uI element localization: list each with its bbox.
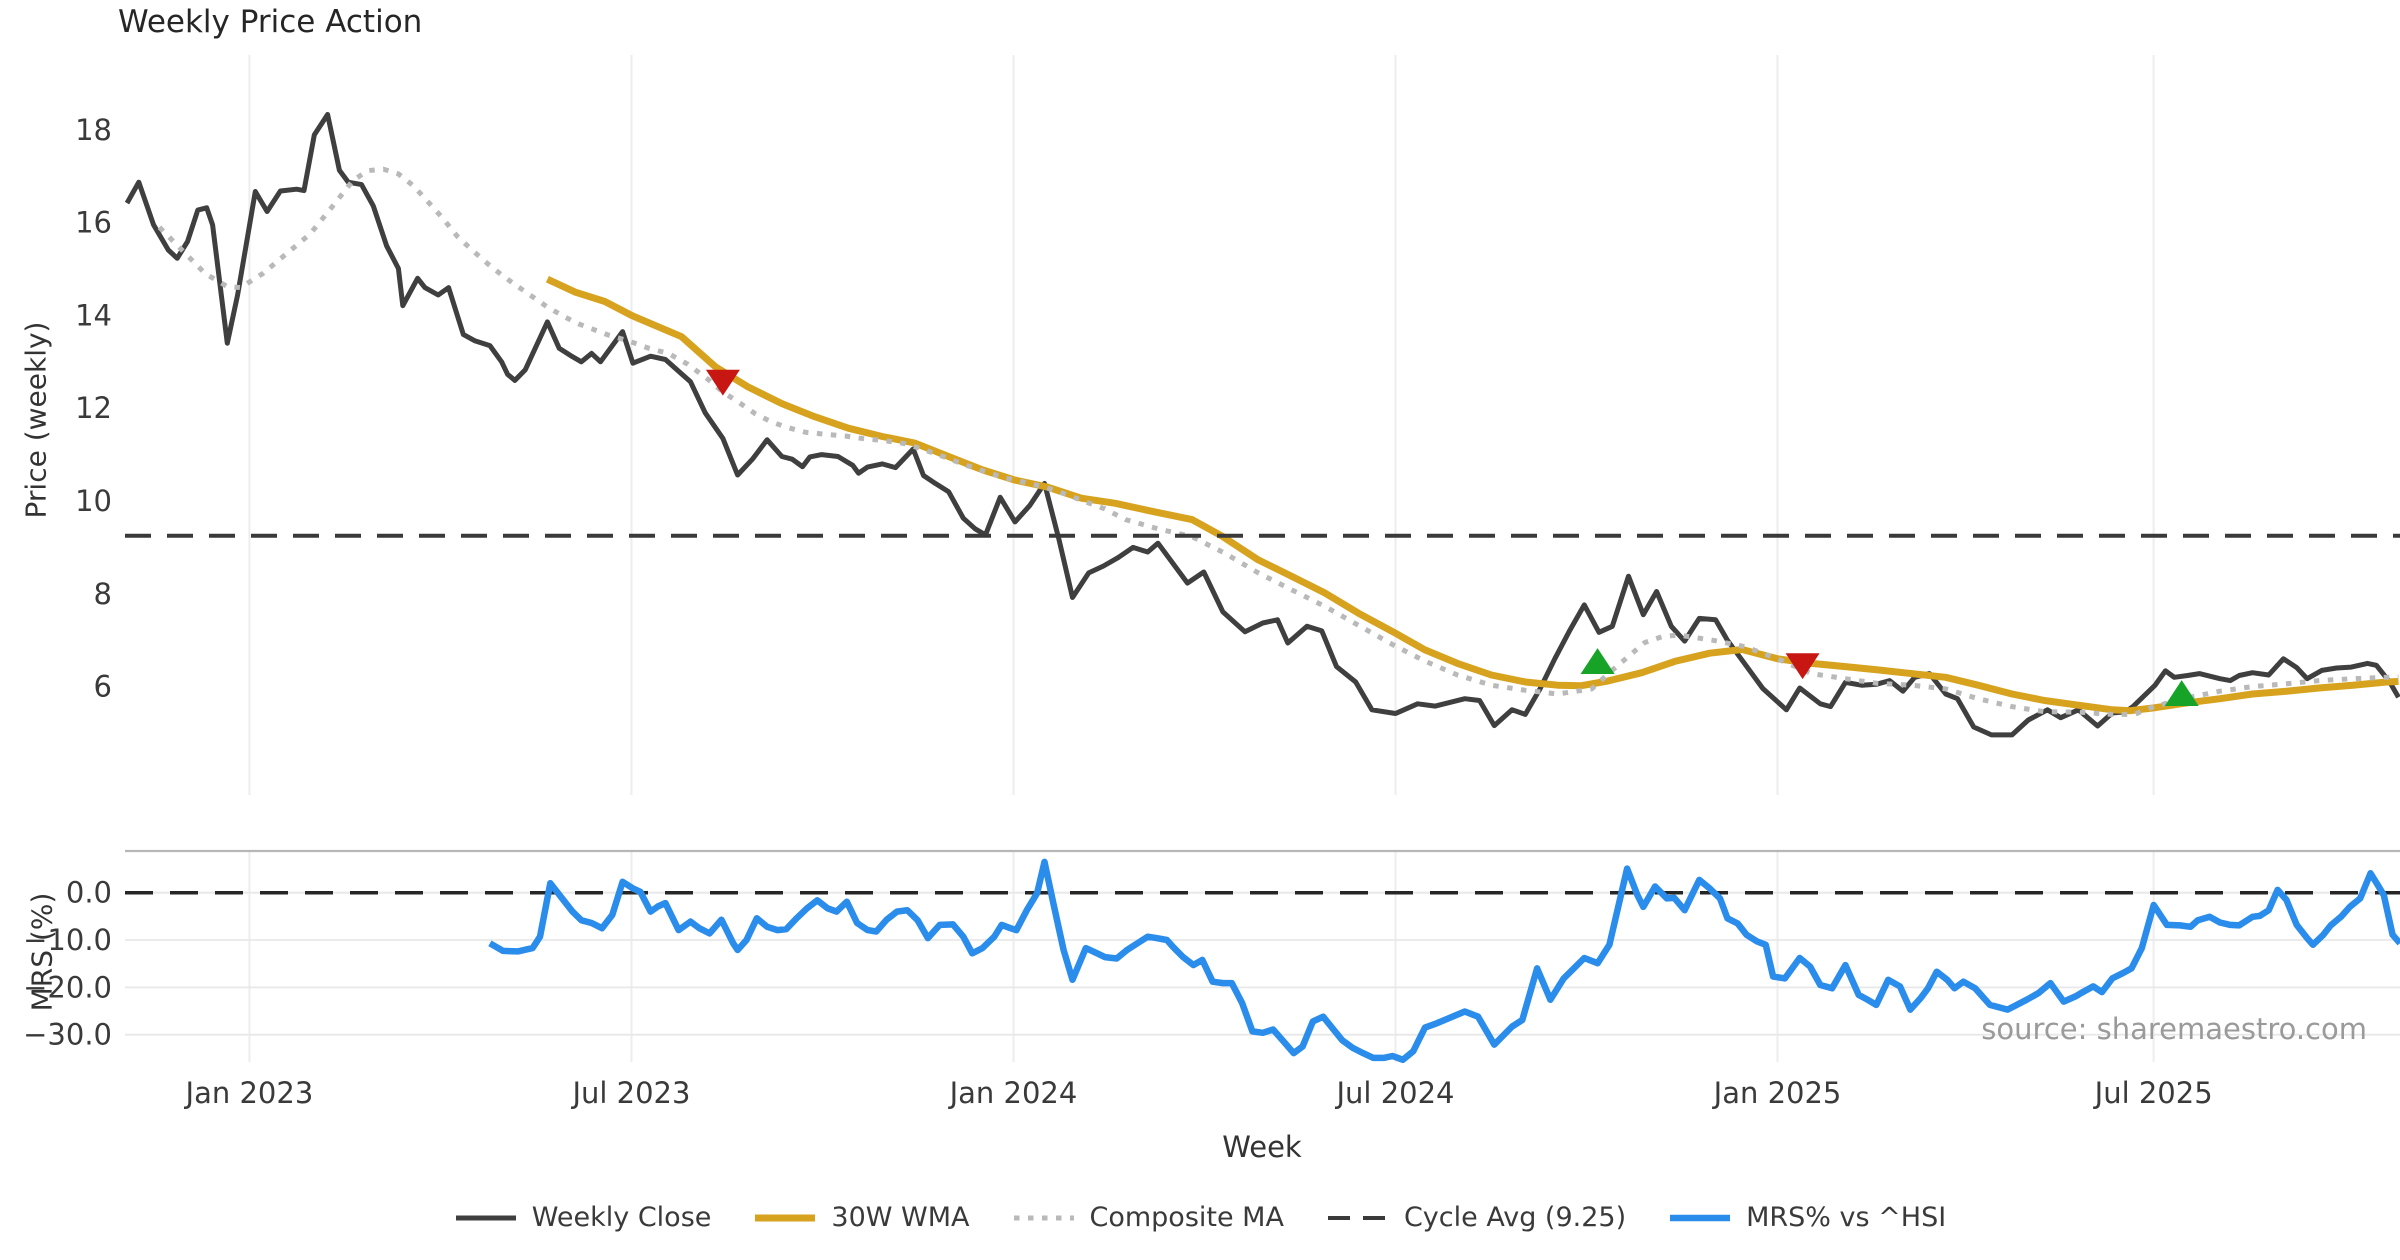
legend-item-weekly-close: Weekly Close (454, 1202, 712, 1233)
xtick-jul-2023: Jul 2023 (570, 1076, 690, 1110)
xtick-jul-2025: Jul 2025 (2093, 1076, 2213, 1110)
legend-swatch (1013, 1215, 1074, 1220)
legend-label: Composite MA (1089, 1202, 1284, 1233)
xtick-jan-2024: Jan 2024 (948, 1076, 1078, 1110)
xtick-jan-2023: Jan 2023 (184, 1076, 314, 1110)
series-mrs-vs-hsi (488, 858, 2400, 1064)
price-ytick-18: 18 (75, 113, 112, 147)
legend-swatch (455, 1215, 516, 1220)
price-ytick-14: 14 (75, 298, 112, 332)
legend: Weekly Close 30W WMA Composite MA Cycle Avg… (0, 1202, 2400, 1233)
mrs-ytick--10: −10.0 (23, 923, 112, 957)
source-credit: source: sharemaestro.com (1981, 1012, 2367, 1046)
legend-item-composite-ma: Composite MA (1012, 1202, 1284, 1233)
legend-swatch (1670, 1214, 1731, 1221)
series-buy-signals-marker-0 (1580, 648, 1615, 674)
legend-swatch (755, 1214, 816, 1221)
legend-item-30w-wma: 30W WMA (753, 1202, 970, 1233)
legend-item-mrs-vs-hsi: MRS% vs ^HSI (1668, 1202, 1946, 1233)
price-ytick-12: 12 (75, 391, 112, 425)
legend-label: Cycle Avg (9.25) (1403, 1202, 1627, 1233)
legend-swatch (1327, 1215, 1388, 1220)
price-ytick-6: 6 (94, 670, 112, 704)
series-sell-signals-marker-0 (705, 369, 740, 396)
mrs-ytick-0: 0.0 (66, 876, 112, 910)
legend-item-cycle-avg-9-25-: Cycle Avg (9.25) (1326, 1202, 1626, 1233)
price-ytick-16: 16 (75, 206, 112, 240)
series-weekly-close (124, 112, 2400, 738)
series-composite-ma (157, 166, 2399, 717)
series-sell-signals-marker-1 (1785, 653, 1820, 680)
x-axis-label: Week (1222, 1130, 1302, 1164)
legend-label: 30W WMA (831, 1202, 970, 1233)
mrs-ytick--20: −20.0 (23, 970, 112, 1004)
price-ytick-10: 10 (75, 484, 112, 518)
legend-label: Weekly Close (531, 1202, 712, 1233)
mrs-ytick--30: −30.0 (23, 1018, 112, 1052)
xtick-jan-2025: Jan 2025 (1712, 1076, 1842, 1110)
series-buy-signals-marker-1 (2164, 680, 2199, 707)
price-ytick-8: 8 (94, 577, 112, 611)
series-30w-wma (545, 276, 2399, 715)
legend-label: MRS% vs ^HSI (1746, 1202, 1947, 1233)
xtick-jul-2024: Jul 2024 (1334, 1076, 1454, 1110)
chart-title: Weekly Price Action (118, 4, 423, 40)
